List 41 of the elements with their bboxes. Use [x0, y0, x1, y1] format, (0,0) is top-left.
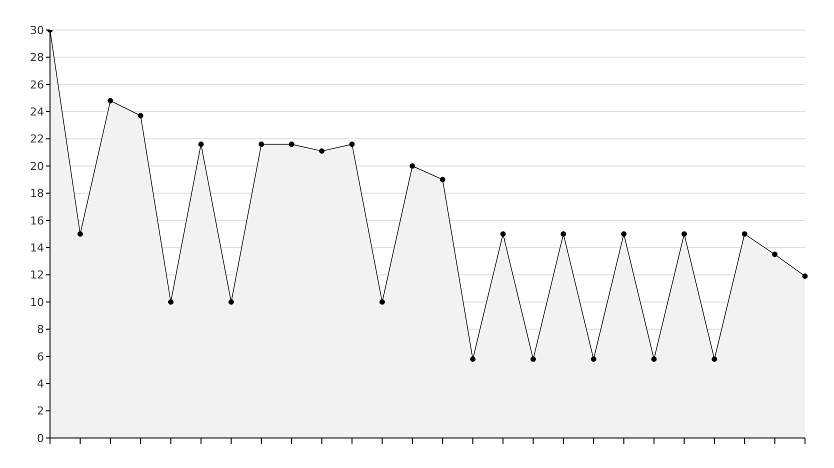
- point: [560, 231, 566, 237]
- point: [742, 231, 748, 237]
- y-tick-label: 8: [37, 323, 44, 336]
- point: [651, 356, 657, 362]
- y-tick-label: 2: [37, 404, 44, 418]
- point: [712, 356, 718, 362]
- point: [410, 163, 416, 169]
- point: [319, 148, 325, 154]
- y-tick-label: 0: [37, 432, 44, 445]
- y-tick-label: 18: [30, 187, 44, 200]
- point: [228, 299, 234, 305]
- point: [108, 98, 114, 104]
- y-tick-label: 26: [30, 78, 44, 92]
- point: [138, 112, 144, 118]
- point: [530, 356, 536, 362]
- y-tick-label: 16: [30, 214, 44, 228]
- point: [802, 273, 808, 279]
- y-tick-label: 30: [30, 24, 44, 37]
- point: [198, 141, 204, 147]
- point: [500, 231, 506, 237]
- y-tick-label: 14: [30, 242, 44, 255]
- point: [681, 231, 687, 237]
- point: [440, 176, 446, 182]
- y-tick-label: 4: [37, 378, 44, 391]
- y-tick-label: 24: [30, 106, 44, 119]
- point: [349, 141, 355, 147]
- y-tick-label: 6: [37, 350, 44, 364]
- point: [258, 141, 264, 147]
- point: [168, 299, 174, 305]
- point: [621, 231, 627, 237]
- point: [590, 356, 596, 362]
- y-tick-label: 20: [30, 160, 44, 173]
- y-tick-label: 22: [30, 132, 44, 146]
- point: [379, 299, 385, 305]
- point: [77, 231, 83, 237]
- y-tick-label: 10: [30, 296, 44, 309]
- point: [288, 141, 294, 147]
- point: [470, 356, 476, 362]
- y-tick-label: 12: [30, 268, 44, 282]
- y-tick-label: 28: [30, 51, 44, 64]
- point: [772, 252, 778, 258]
